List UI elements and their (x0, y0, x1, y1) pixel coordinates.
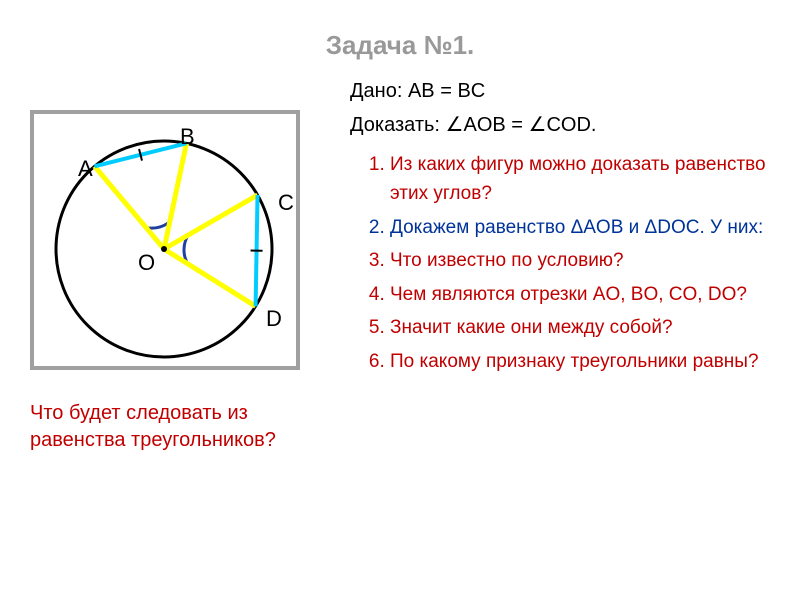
svg-text:C: C (278, 190, 294, 215)
given-label: Дано: (350, 80, 402, 102)
step-item-2: Докажем равенство ΔAOB и ΔDOC. У них: (390, 213, 775, 242)
angle-symbol: ∠ (529, 114, 547, 136)
proof-steps-list: Из каких фигур можно доказать равенство … (365, 150, 775, 380)
svg-text:O: O (138, 250, 155, 275)
angle-symbol: ∠ (446, 114, 464, 136)
page-title: Задача №1. (326, 30, 475, 61)
svg-text:A: A (78, 156, 93, 181)
prove-rhs: COD (546, 114, 590, 136)
step-item-6: По какому признаку треугольники равны? (390, 347, 775, 376)
prove-line: Доказать: ∠AOB = ∠COD. (350, 112, 596, 137)
svg-text:B: B (180, 124, 195, 149)
given-text: AB = BC (408, 80, 485, 102)
footnote-question: Что будет следовать из равенства треугол… (30, 400, 310, 454)
step-item-5: Значит какие они между собой? (390, 313, 775, 342)
step-item-1: Из каких фигур можно доказать равенство … (390, 150, 775, 209)
given-line: Дано: AB = BC (350, 80, 485, 103)
svg-text:D: D (266, 306, 282, 331)
geometry-diagram: A B C D O (30, 110, 300, 370)
prove-lhs: AOB (463, 114, 505, 136)
prove-label: Доказать: (350, 114, 440, 136)
step-item-3: Что известно по условию? (390, 246, 775, 275)
step-item-4: Чем являются отрезки AO, BO, CO, DO? (390, 280, 775, 309)
